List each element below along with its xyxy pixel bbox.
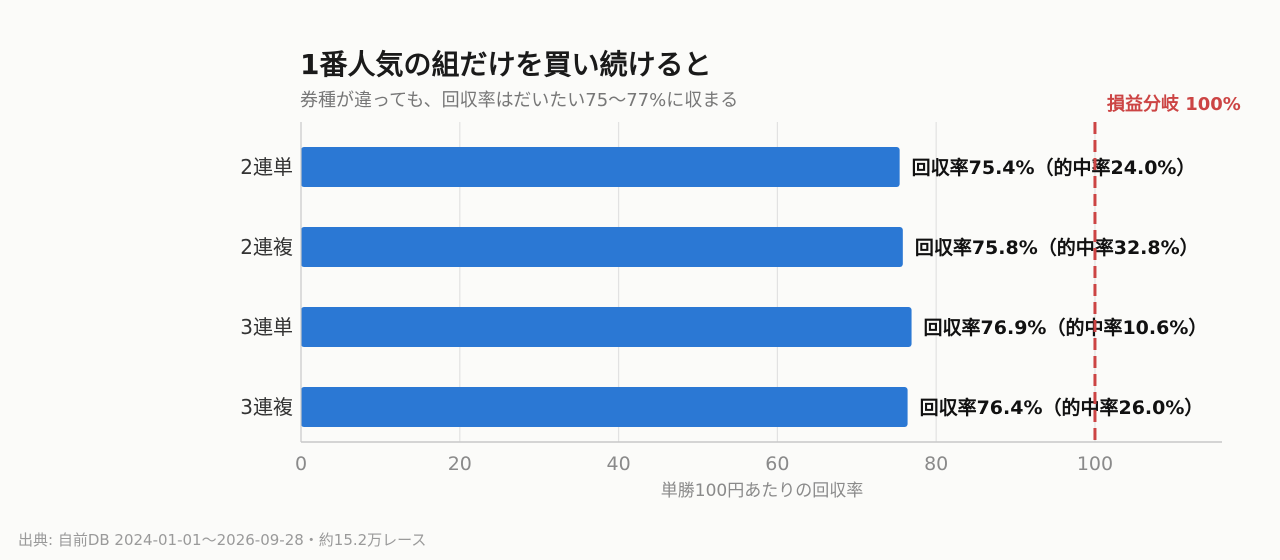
chart-subtitle: 券種が違っても、回収率はだいたい75〜77%に収まる: [300, 90, 738, 111]
x-axis-label: 単勝100円あたりの回収率: [661, 481, 863, 501]
data-label: 回収率76.4%（的中率26.0%）: [920, 396, 1204, 419]
bar: [301, 147, 900, 187]
chart-title: 1番人気の組だけを買い続けると: [300, 48, 711, 81]
data-label: 回収率75.4%（的中率24.0%）: [912, 156, 1196, 179]
bar: [301, 387, 908, 427]
x-tick-label: 20: [448, 453, 472, 475]
x-tick-label: 100: [1077, 453, 1113, 475]
bar: [301, 307, 912, 347]
category-label: 3連単: [240, 315, 293, 339]
category-label: 2連単: [240, 155, 293, 179]
category-label: 2連複: [240, 235, 293, 259]
axes: 0 20 40 60 80 100 2連単 2連複 3連単 3連複: [240, 122, 1222, 475]
x-tick-label: 40: [606, 453, 630, 475]
data-label: 回収率76.9%（的中率10.6%）: [924, 316, 1208, 339]
data-label: 回収率75.8%（的中率32.8%）: [915, 236, 1199, 259]
reference-line-label: 損益分岐 100%: [1107, 93, 1241, 115]
x-tick-label: 0: [295, 453, 307, 475]
bar: [301, 227, 903, 267]
reference-line-group: 損益分岐 100%: [1093, 93, 1241, 442]
x-tick-label: 80: [924, 453, 948, 475]
source-note: 出典: 自前DB 2024-01-01〜2026-09-28・約15.2万レース: [18, 531, 426, 549]
category-label: 3連複: [240, 395, 293, 419]
bars: 回収率75.4%（的中率24.0%） 回収率75.8%（的中率32.8%） 回収率7…: [301, 147, 1207, 427]
x-tick-label: 60: [765, 453, 789, 475]
